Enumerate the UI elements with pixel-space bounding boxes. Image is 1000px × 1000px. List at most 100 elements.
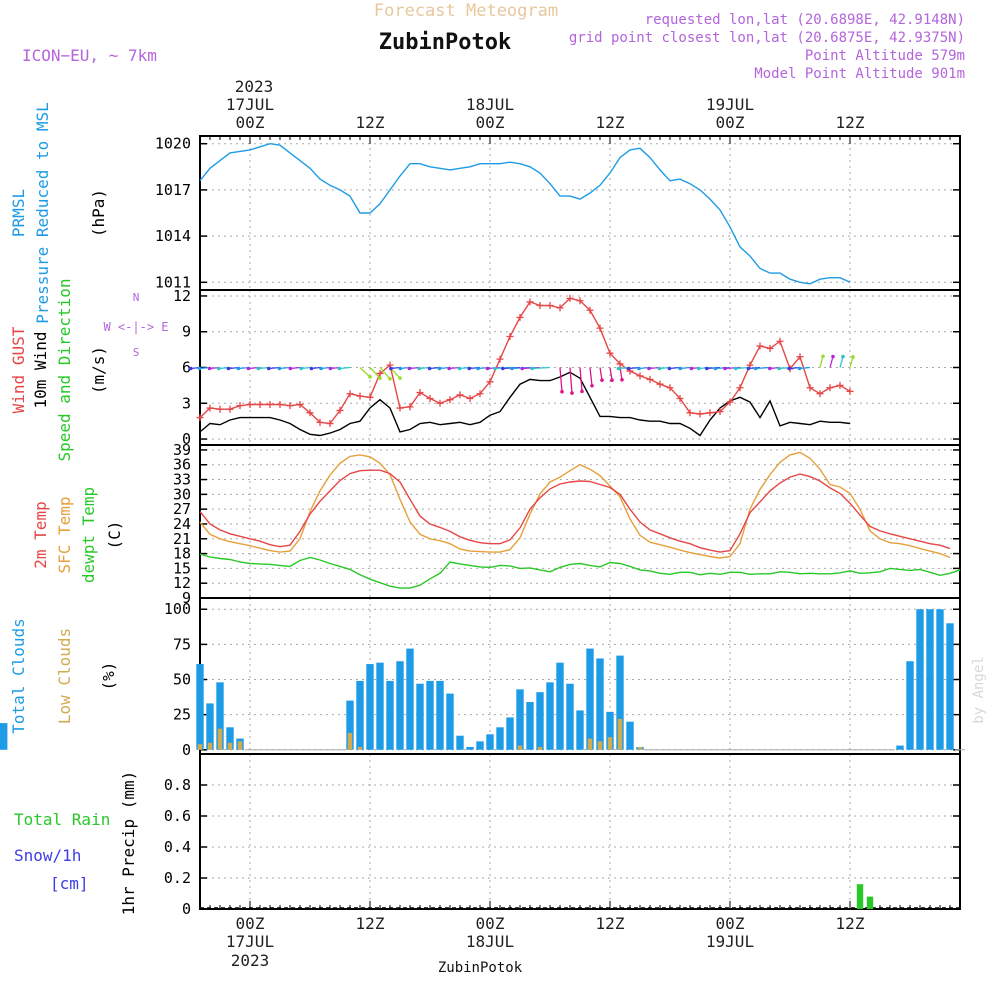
dewpoint-line bbox=[199, 553, 961, 589]
total-cloud-bar bbox=[376, 662, 384, 750]
wind-arrow-head bbox=[713, 366, 718, 371]
wind-arrow bbox=[579, 367, 583, 392]
gust-marker bbox=[846, 387, 854, 395]
low-cloud-bar bbox=[347, 732, 353, 750]
wind-arrow-head bbox=[217, 366, 221, 371]
wind-arrow bbox=[369, 367, 381, 379]
total-cloud-bar bbox=[346, 700, 354, 750]
model-label: ICON−EU, ~ 7km bbox=[22, 46, 157, 65]
wind-arrow bbox=[715, 366, 731, 370]
wind-arrow-head bbox=[787, 366, 792, 371]
total-cloud-bar bbox=[196, 664, 204, 750]
time-label-top: 00Z bbox=[476, 113, 505, 132]
y-tick-label: 12 bbox=[173, 574, 191, 592]
gust-marker bbox=[286, 402, 294, 410]
time-label-top: 19JUL bbox=[706, 95, 754, 114]
gust-marker bbox=[526, 298, 534, 306]
total-cloud-bar bbox=[546, 682, 554, 750]
total-cloud-bar bbox=[556, 662, 564, 750]
gust-marker bbox=[506, 333, 514, 340]
gust-marker bbox=[406, 403, 414, 411]
total-cloud-bar bbox=[366, 664, 374, 750]
gust-marker bbox=[796, 353, 804, 361]
model-altitude: Model Point Altitude 901m bbox=[754, 66, 965, 82]
wind-arrow-head bbox=[768, 366, 772, 371]
wind-arrow-head bbox=[417, 366, 422, 371]
gust-marker bbox=[676, 395, 684, 402]
total-cloud-bar bbox=[896, 745, 904, 750]
time-label-top: 18JUL bbox=[466, 95, 514, 114]
low-cloud-bar bbox=[597, 741, 603, 750]
footer-station: ZubinPotok bbox=[438, 960, 523, 976]
gust-marker bbox=[316, 418, 324, 426]
y-tick-label: 1014 bbox=[155, 227, 191, 245]
gust-marker bbox=[816, 390, 824, 398]
gust-marker bbox=[196, 414, 204, 422]
wind-arrow-head bbox=[637, 366, 641, 371]
gust-marker bbox=[716, 408, 724, 416]
time-label-bottom: 12Z bbox=[596, 914, 625, 933]
time-label-bottom: 19JUL bbox=[706, 932, 754, 951]
y-tick-label: 6 bbox=[182, 359, 191, 377]
ylabel-sfc-temp: SFC Temp bbox=[55, 496, 74, 573]
total-cloud-bar bbox=[206, 703, 214, 750]
wind-arrow-head bbox=[398, 376, 402, 380]
low-cloud-bar bbox=[207, 742, 213, 750]
wind-arrow-head bbox=[590, 383, 594, 388]
total-cloud-bar bbox=[436, 680, 444, 750]
total-cloud-bar bbox=[936, 609, 944, 750]
wind-arrow-head bbox=[821, 354, 825, 359]
compass-south: S bbox=[133, 346, 140, 359]
y-tick-label: 9 bbox=[182, 323, 191, 341]
y-tick-label: 0 bbox=[182, 430, 191, 448]
wind-arrow bbox=[619, 367, 623, 380]
gust-marker bbox=[456, 391, 464, 399]
gust-marker bbox=[266, 400, 274, 408]
wind-arrow bbox=[559, 367, 563, 392]
time-label-top: 00Z bbox=[236, 113, 265, 132]
wind-arrow bbox=[599, 367, 603, 381]
gust-marker bbox=[396, 404, 404, 412]
wind-arrow-head bbox=[277, 366, 282, 371]
total-cloud-bar bbox=[566, 683, 574, 750]
total-cloud-bar bbox=[466, 746, 474, 750]
wind-arrow-head bbox=[457, 366, 462, 371]
low-cloud-bar bbox=[607, 737, 613, 750]
chart-layer: 1011101410171020036912912151821242730333… bbox=[0, 95, 965, 951]
wind-arrow bbox=[706, 366, 721, 370]
y-tick-label: 0.4 bbox=[164, 838, 191, 856]
gust-marker bbox=[296, 400, 304, 408]
ylabel-hpa: (hPa) bbox=[89, 189, 108, 237]
total-cloud-bar bbox=[426, 680, 434, 750]
gust-marker bbox=[336, 406, 344, 414]
y-tick-label: 39 bbox=[173, 441, 191, 459]
wind-arrow-head bbox=[610, 378, 614, 382]
low-cloud-bar bbox=[637, 746, 643, 750]
wind-arrow-head bbox=[288, 366, 293, 371]
temp-2m-line bbox=[199, 469, 951, 553]
wind-arrow bbox=[839, 356, 844, 368]
wind-arrow-head bbox=[246, 366, 251, 371]
gust-marker bbox=[656, 380, 664, 388]
rain-bar bbox=[866, 896, 874, 909]
time-label-bottom: 00Z bbox=[716, 914, 745, 933]
y-tick-label: 30 bbox=[173, 485, 191, 503]
ylabel-low-clouds: Low Clouds bbox=[55, 628, 74, 724]
time-label-bottom: 00Z bbox=[236, 914, 265, 933]
time-label-top: 17JUL bbox=[226, 95, 274, 114]
wind-arrow bbox=[532, 366, 551, 370]
wind-arrow-head bbox=[705, 366, 709, 371]
total-cloud-bar bbox=[926, 609, 934, 750]
wind-arrow bbox=[569, 367, 573, 394]
total-cloud-bar bbox=[626, 721, 634, 750]
wind-arrow bbox=[829, 356, 834, 368]
wind-arrow-head bbox=[841, 354, 845, 359]
time-label-top: 12Z bbox=[836, 113, 865, 132]
total-cloud-bar bbox=[586, 648, 594, 750]
panel-frame bbox=[199, 753, 961, 910]
wind-arrow-head bbox=[467, 366, 472, 371]
ylabel-prmsl: PRMSL bbox=[9, 189, 28, 237]
title-top: Forecast Meteogram bbox=[374, 1, 558, 21]
y-tick-label: 21 bbox=[173, 530, 191, 548]
